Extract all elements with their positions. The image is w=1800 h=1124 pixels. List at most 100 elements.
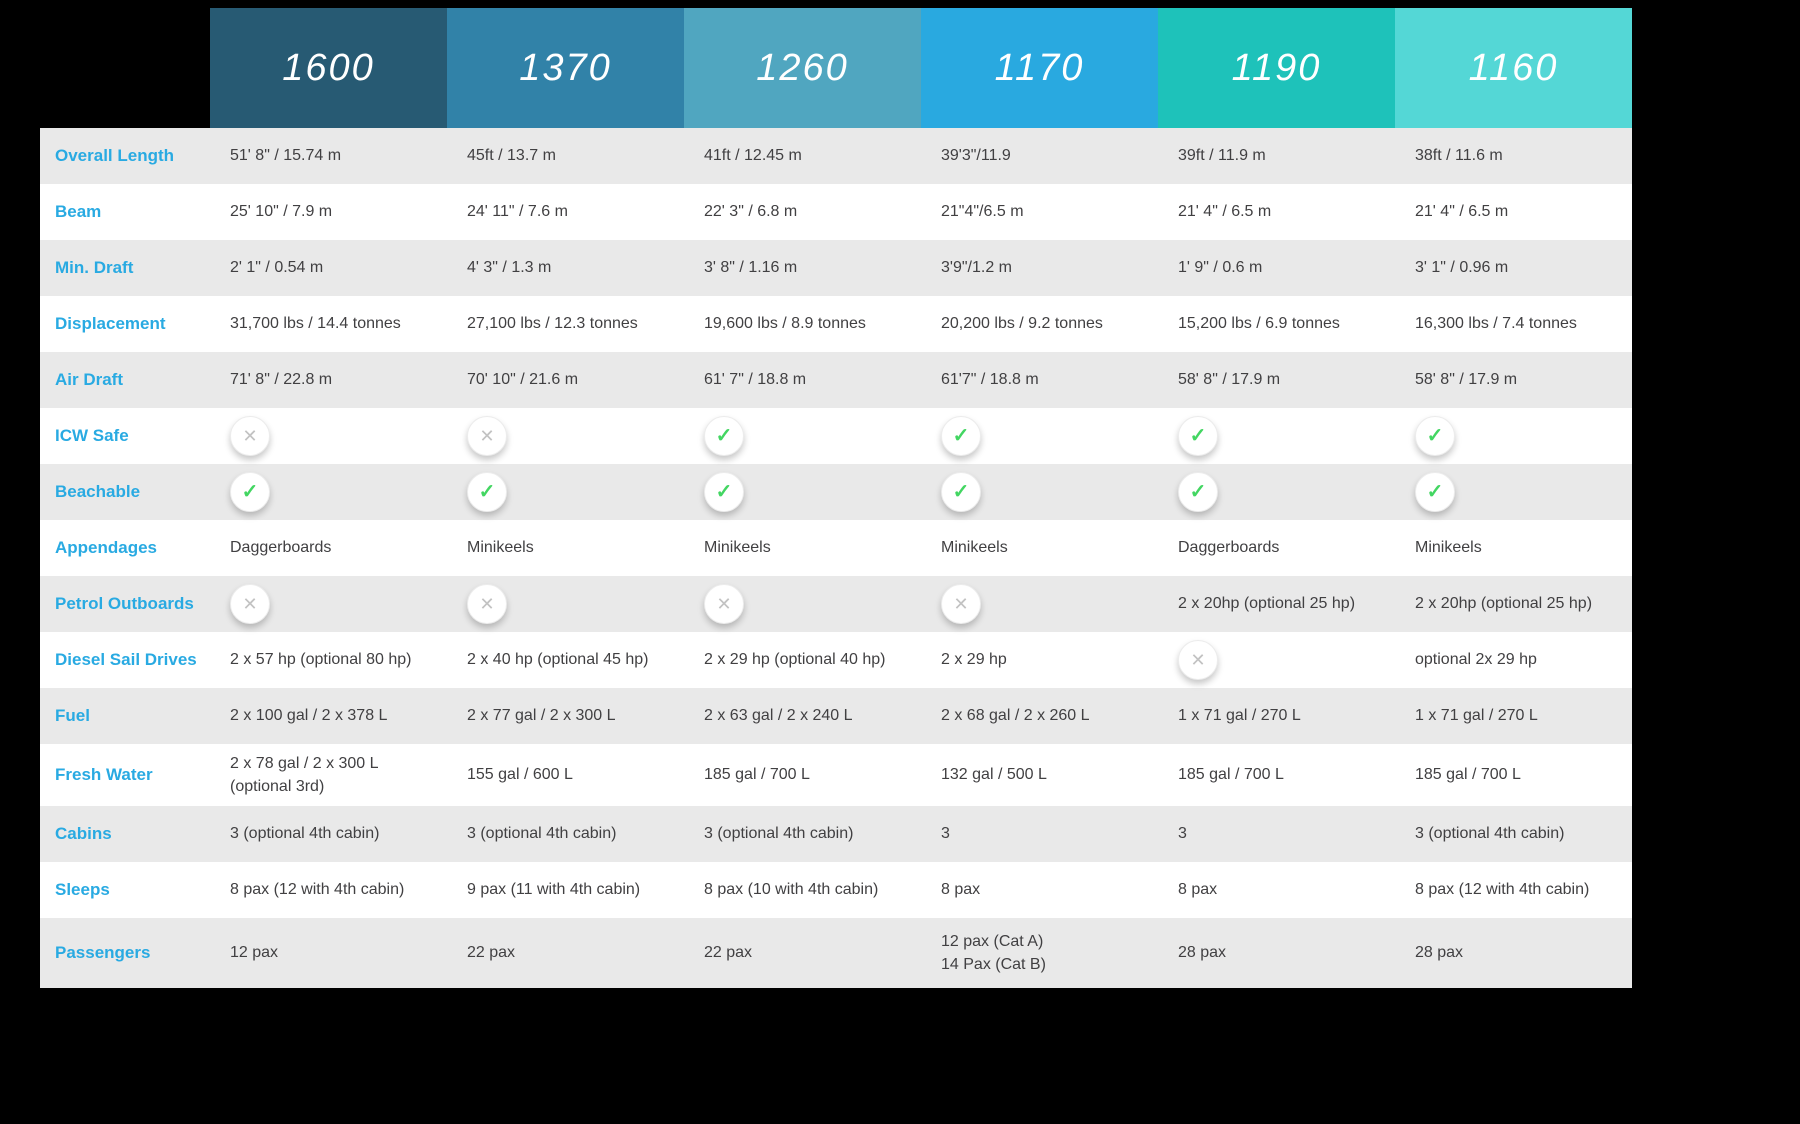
spec-value-cell: 185 gal / 700 L xyxy=(1415,766,1521,784)
check-icon: ✓ xyxy=(230,472,270,512)
row-label: Diesel Sail Drives xyxy=(55,650,197,669)
spec-value-cell: 3 xyxy=(1178,825,1187,843)
row-label: Cabins xyxy=(55,824,112,843)
spec-row: ICW Safe ✕ ✕ ✓ ✓ ✓ ✓ xyxy=(40,408,1632,464)
spec-value-cell: ✕ xyxy=(921,584,1158,624)
spec-value-cell: 21"4"/6.5 m xyxy=(941,203,1024,221)
spec-value-cell: 58' 8" / 17.9 m xyxy=(1178,371,1281,389)
spec-value-cell: 2 x 68 gal / 2 x 260 L xyxy=(941,707,1090,725)
row-label: Appendages xyxy=(55,538,158,557)
spec-value-cell: 2 x 100 gal / 2 x 378 L xyxy=(230,707,388,725)
spec-value-cell: 8 pax xyxy=(941,881,981,899)
spec-value-cell: 3 (optional 4th cabin) xyxy=(704,825,854,843)
spec-value-cell: 132 gal / 500 L xyxy=(941,766,1047,784)
check-icon: ✓ xyxy=(1415,472,1455,512)
spec-table-body: Overall Length 51' 8" / 15.74 m 45ft / 13.… xyxy=(40,128,1632,988)
spec-value-cell: 39'3"/11.9 xyxy=(941,147,1011,165)
spec-value-cell: 3 (optional 4th cabin) xyxy=(230,825,380,843)
spec-row: Fresh Water 2 x 78 gal / 2 x 300 L (optio… xyxy=(40,744,1632,806)
x-icon: ✕ xyxy=(1178,640,1218,680)
spec-value-cell: 25' 10" / 7.9 m xyxy=(230,203,333,221)
model-header-row: 1600 1370 1260 1170 1190 1160 xyxy=(210,8,1632,128)
spec-value-cell: Minikeels xyxy=(941,539,1008,557)
spec-row: Cabins 3 (optional 4th cabin) 3 (optional … xyxy=(40,806,1632,862)
spec-value-cell: 3 (optional 4th cabin) xyxy=(1415,825,1565,843)
spec-value-cell: 28 pax xyxy=(1415,944,1464,962)
spec-row: Overall Length 51' 8" / 15.74 m 45ft / 13.… xyxy=(40,128,1632,184)
spec-value-cell: ✓ xyxy=(1395,416,1632,456)
spec-value-cell: ✓ xyxy=(1395,472,1632,512)
spec-value-cell: 8 pax (12 with 4th cabin) xyxy=(230,881,405,899)
spec-value-cell: 3 xyxy=(941,825,950,843)
spec-value-cell: 8 pax (12 with 4th cabin) xyxy=(1415,881,1590,899)
spec-value-cell: ✕ xyxy=(1158,640,1395,680)
spec-value-cell: 2 x 63 gal / 2 x 240 L xyxy=(704,707,853,725)
spec-value-cell: 4' 3" / 1.3 m xyxy=(467,259,552,277)
row-label: Passengers xyxy=(55,943,151,962)
spec-value-cell: 9 pax (11 with 4th cabin) xyxy=(467,881,641,899)
spec-value-cell: ✕ xyxy=(447,416,684,456)
spec-value-cell: ✓ xyxy=(447,472,684,512)
spec-row: Passengers 12 pax 22 pax 22 pax 12 pax (Cat … xyxy=(40,918,1632,988)
spec-row: Sleeps 8 pax (12 with 4th cabin) 9 pax (11… xyxy=(40,862,1632,918)
check-icon: ✓ xyxy=(1415,416,1455,456)
check-icon: ✓ xyxy=(1178,472,1218,512)
spec-row: Beam 25' 10" / 7.9 m 24' 11" / 7.6 m 22' 3"… xyxy=(40,184,1632,240)
spec-value-cell: 12 pax (Cat A) 14 Pax (Cat B) xyxy=(941,932,1046,973)
row-label: ICW Safe xyxy=(55,426,129,445)
check-icon: ✓ xyxy=(941,472,981,512)
spec-row: Appendages Daggerboards Minikeels Minikeels… xyxy=(40,520,1632,576)
spec-value-cell: 58' 8" / 17.9 m xyxy=(1415,371,1518,389)
spec-value-cell: Minikeels xyxy=(467,539,534,557)
row-label: Displacement xyxy=(55,314,166,333)
spec-value-cell: ✓ xyxy=(921,416,1158,456)
model-header-1160: 1160 xyxy=(1395,8,1632,128)
spec-value-cell: 3' 1" / 0.96 m xyxy=(1415,259,1509,277)
spec-value-cell: 2 x 78 gal / 2 x 300 L (optional 3rd) xyxy=(230,754,379,795)
spec-value-cell: 61' 7" / 18.8 m xyxy=(704,371,807,389)
spec-value-cell: 8 pax (10 with 4th cabin) xyxy=(704,881,879,899)
spec-value-cell: 31,700 lbs / 14.4 tonnes xyxy=(230,315,401,333)
spec-value-cell: 22 pax xyxy=(467,944,516,962)
spec-value-cell: 2' 1" / 0.54 m xyxy=(230,259,324,277)
check-icon: ✓ xyxy=(467,472,507,512)
spec-value-cell: ✓ xyxy=(684,416,921,456)
spec-value-cell: 41ft / 12.45 m xyxy=(704,147,802,165)
spec-value-cell: 2 x 77 gal / 2 x 300 L xyxy=(467,707,616,725)
spec-value-cell: 24' 11" / 7.6 m xyxy=(467,203,568,221)
spec-value-cell: Daggerboards xyxy=(230,539,332,557)
spec-value-cell: ✕ xyxy=(684,584,921,624)
check-icon: ✓ xyxy=(704,416,744,456)
spec-value-cell: 21' 4" / 6.5 m xyxy=(1178,203,1272,221)
spec-value-cell: ✓ xyxy=(210,472,447,512)
model-header-1190: 1190 xyxy=(1158,8,1395,128)
spec-value-cell: 22 pax xyxy=(704,944,753,962)
spec-value-cell: 3' 8" / 1.16 m xyxy=(704,259,798,277)
spec-value-cell: Daggerboards xyxy=(1178,539,1280,557)
spec-value-cell: 45ft / 13.7 m xyxy=(467,147,556,165)
model-header-1600: 1600 xyxy=(210,8,447,128)
spec-value-cell: 20,200 lbs / 9.2 tonnes xyxy=(941,315,1103,333)
spec-value-cell: 3 (optional 4th cabin) xyxy=(467,825,617,843)
spec-value-cell: Minikeels xyxy=(1415,539,1482,557)
spec-value-cell: 19,600 lbs / 8.9 tonnes xyxy=(704,315,866,333)
x-icon: ✕ xyxy=(467,416,507,456)
spec-value-cell: ✓ xyxy=(921,472,1158,512)
spec-row: Fuel 2 x 100 gal / 2 x 378 L 2 x 77 gal / … xyxy=(40,688,1632,744)
spec-value-cell: 1 x 71 gal / 270 L xyxy=(1178,707,1301,725)
spec-row: Diesel Sail Drives 2 x 57 hp (optional 80… xyxy=(40,632,1632,688)
spec-value-cell: ✕ xyxy=(447,584,684,624)
row-label: Air Draft xyxy=(55,370,124,389)
spec-row: Petrol Outboards ✕ ✕ ✕ ✕ 2 x 20hp (optional 2… xyxy=(40,576,1632,632)
spec-value-cell: ✕ xyxy=(210,416,447,456)
row-label: Petrol Outboards xyxy=(55,594,194,613)
spec-value-cell: ✕ xyxy=(210,584,447,624)
spec-value-cell: 15,200 lbs / 6.9 tonnes xyxy=(1178,315,1340,333)
spec-value-cell: 1' 9" / 0.6 m xyxy=(1178,259,1263,277)
spec-value-cell: 155 gal / 600 L xyxy=(467,766,573,784)
spec-value-cell: 2 x 20hp (optional 25 hp) xyxy=(1178,595,1356,613)
spec-value-cell: 2 x 40 hp (optional 45 hp) xyxy=(467,651,649,669)
spec-value-cell: 61'7" / 18.8 m xyxy=(941,371,1039,389)
row-label: Beachable xyxy=(55,482,141,501)
spec-value-cell: 2 x 57 hp (optional 80 hp) xyxy=(230,651,412,669)
